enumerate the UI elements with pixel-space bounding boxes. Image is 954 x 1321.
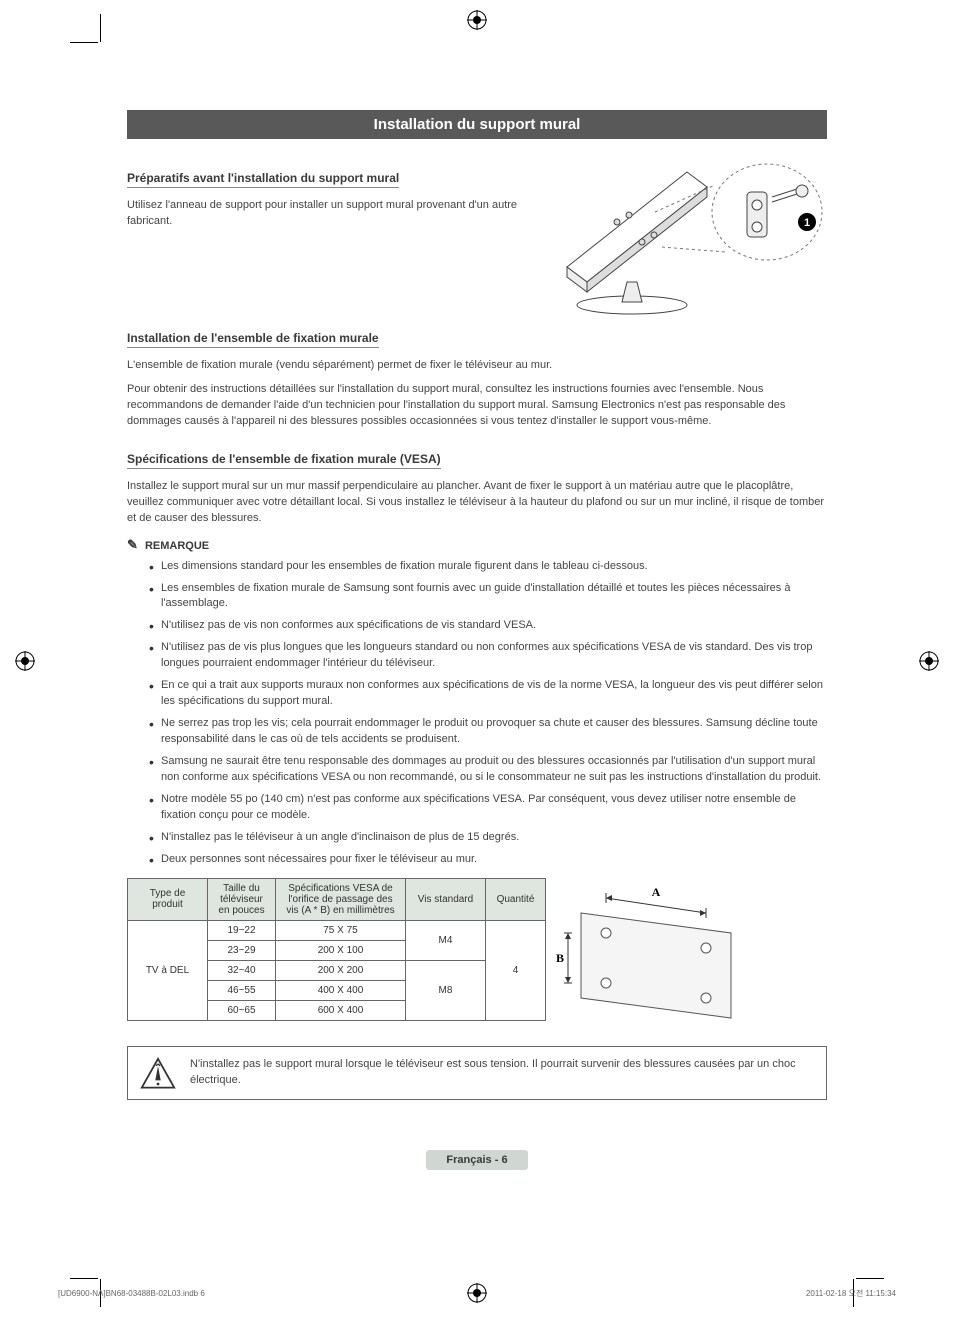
spec-table-section: Type de produit Taille du téléviseur en … [127,878,827,1028]
install-p2: Pour obtenir des instructions détaillées… [127,382,827,430]
remark-item: N'utilisez pas de vis non conformes aux … [149,618,827,634]
cell-vesa: 200 X 200 [276,960,406,980]
remark-item: Les dimensions standard pour les ensembl… [149,559,827,575]
cell-vesa: 400 X 400 [276,980,406,1000]
note-icon: ✎ [127,537,138,552]
cell-screw: M8 [406,960,486,1020]
print-footer: [UD6900-NA]BN68-03488B-02L03.indb 6 2011… [58,1288,896,1299]
print-date-label: 2011-02-18 오전 11:15:34 [806,1288,896,1299]
remark-text: REMARQUE [145,540,209,552]
warning-icon [140,1057,176,1089]
remark-item: Les ensembles de fixation murale de Sams… [149,581,827,613]
crop-mark-icon [70,42,98,43]
bracket-diagram: A B [556,878,746,1028]
crop-mark-icon [856,1278,884,1279]
dim-label-a: A [652,885,661,899]
cell-size: 19~22 [208,920,276,940]
warning-box: N'installez pas le support mural lorsque… [127,1046,827,1100]
spec-heading: Spécifications de l'ensemble de fixation… [127,452,441,469]
crop-mark-icon [70,1278,98,1279]
cell-product: TV à DEL [128,920,208,1020]
remark-item: Notre modèle 55 po (140 cm) n'est pas co… [149,792,827,824]
remark-item: Samsung ne saurait être tenu responsable… [149,754,827,786]
print-file-label: [UD6900-NA]BN68-03488B-02L03.indb 6 [58,1289,205,1298]
registration-mark-icon [15,651,35,671]
content-area: Installation du support mural Préparatif… [127,110,827,1168]
cell-screw: M4 [406,920,486,960]
install-p1: L'ensemble de fixation murale (vendu sép… [127,358,827,374]
remark-item: Ne serrez pas trop les vis; cela pourrai… [149,716,827,748]
remark-item: En ce qui a trait aux supports muraux no… [149,678,827,710]
table-row: TV à DEL 19~22 75 X 75 M4 4 [128,920,546,940]
remark-label: ✎ REMARQUE [127,537,827,553]
cell-size: 60~65 [208,1000,276,1020]
registration-mark-icon [467,10,487,30]
remark-list: Les dimensions standard pour les ensembl… [127,559,827,868]
install-heading: Installation de l'ensemble de fixation m… [127,331,379,348]
col-vesa: Spécifications VESA de l'orifice de pass… [276,878,406,920]
cell-qty: 4 [486,920,546,1020]
callout-number: 1 [804,217,810,229]
col-screw: Vis standard [406,878,486,920]
spec-body: Installez le support mural sur un mur ma… [127,479,827,527]
prep-section: Préparatifs avant l'installation du supp… [127,157,827,317]
prep-body: Utilisez l'anneau de support pour instal… [127,198,529,230]
remark-item: N'utilisez pas de vis plus longues que l… [149,640,827,672]
cell-vesa: 75 X 75 [276,920,406,940]
cell-size: 23~29 [208,940,276,960]
warning-text: N'installez pas le support mural lorsque… [190,1057,814,1088]
col-product: Type de produit [128,878,208,920]
page-lang-footer: Français - 6 [127,1150,827,1168]
dim-label-b: B [556,951,564,965]
crop-mark-icon [100,14,101,42]
tv-mount-diagram: 1 [547,157,827,317]
cell-size: 46~55 [208,980,276,1000]
table-header-row: Type de produit Taille du téléviseur en … [128,878,546,920]
cell-size: 32~40 [208,960,276,980]
cell-vesa: 200 X 100 [276,940,406,960]
registration-mark-icon [919,651,939,671]
page: Installation du support mural Préparatif… [0,0,954,1321]
col-qty: Quantité [486,878,546,920]
col-size: Taille du téléviseur en pouces [208,878,276,920]
prep-heading: Préparatifs avant l'installation du supp… [127,171,399,188]
remark-item: N'installez pas le téléviseur à un angle… [149,830,827,846]
spec-table: Type de produit Taille du téléviseur en … [127,878,546,1021]
lang-page-label: Français - 6 [426,1150,527,1170]
section-banner: Installation du support mural [127,110,827,139]
cell-vesa: 600 X 400 [276,1000,406,1020]
remark-item: Deux personnes sont nécessaires pour fix… [149,852,827,868]
